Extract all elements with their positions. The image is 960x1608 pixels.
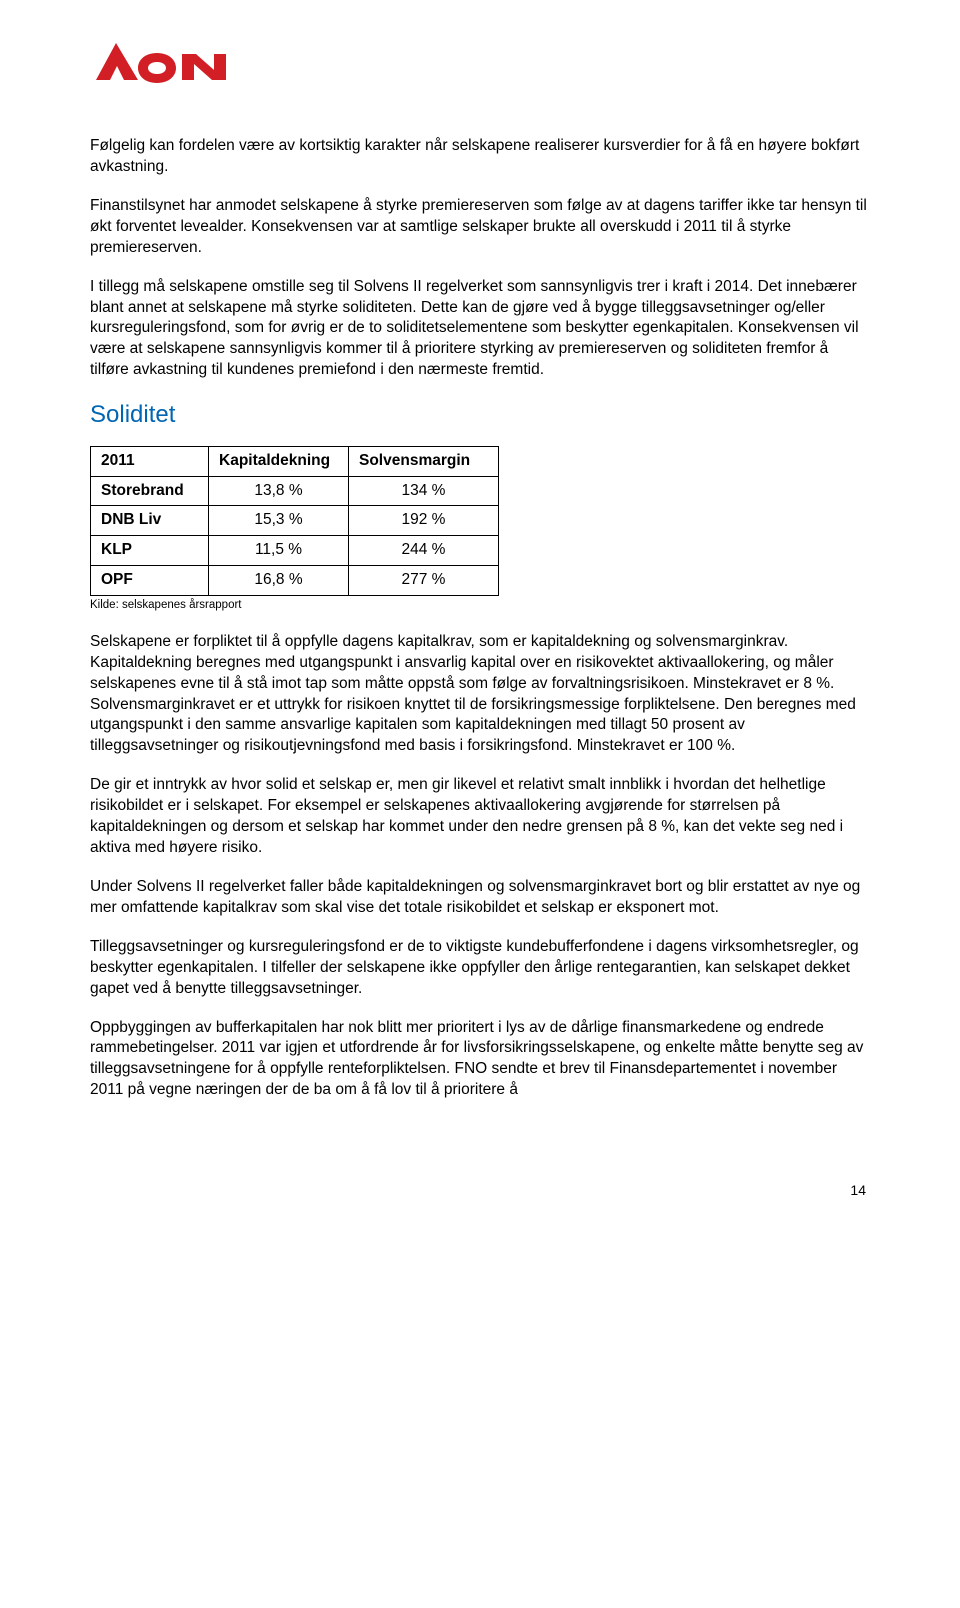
paragraph-1: Følgelig kan fordelen være av kortsiktig… (90, 136, 870, 178)
th-kapitaldekning: Kapitaldekning (209, 446, 349, 476)
cell-sol: 192 % (349, 506, 499, 536)
table-row: OPF 16,8 % 277 % (91, 566, 499, 596)
body-paragraph-4: Tilleggsavsetninger og kursreguleringsfo… (90, 937, 870, 1000)
soliditet-table: 2011 Kapitaldekning Solvensmargin Storeb… (90, 446, 499, 597)
table-row: KLP 11,5 % 244 % (91, 536, 499, 566)
cell-kap: 15,3 % (209, 506, 349, 536)
body-paragraph-5: Oppbyggingen av bufferkapitalen har nok … (90, 1018, 870, 1102)
cell-kap: 11,5 % (209, 536, 349, 566)
section-heading-soliditet: Soliditet (90, 399, 870, 431)
aon-logo (90, 40, 870, 88)
cell-kap: 13,8 % (209, 476, 349, 506)
th-year: 2011 (91, 446, 209, 476)
paragraph-2: Finanstilsynet har anmodet selskapene å … (90, 196, 870, 259)
body-paragraph-2: De gir et inntrykk av hvor solid et sels… (90, 775, 870, 859)
row-label: Storebrand (91, 476, 209, 506)
table-row: DNB Liv 15,3 % 192 % (91, 506, 499, 536)
cell-sol: 244 % (349, 536, 499, 566)
cell-sol: 277 % (349, 566, 499, 596)
body-paragraph-1: Selskapene er forpliktet til å oppfylle … (90, 632, 870, 758)
row-label: OPF (91, 566, 209, 596)
table-source: Kilde: selskapenes årsrapport (90, 598, 870, 614)
cell-kap: 16,8 % (209, 566, 349, 596)
row-label: KLP (91, 536, 209, 566)
paragraph-3: I tillegg må selskapene omstille seg til… (90, 277, 870, 382)
row-label: DNB Liv (91, 506, 209, 536)
table-row: Storebrand 13,8 % 134 % (91, 476, 499, 506)
cell-sol: 134 % (349, 476, 499, 506)
table-header-row: 2011 Kapitaldekning Solvensmargin (91, 446, 499, 476)
th-solvensmargin: Solvensmargin (349, 446, 499, 476)
body-paragraph-3: Under Solvens II regelverket faller både… (90, 877, 870, 919)
page-number: 14 (90, 1181, 870, 1200)
